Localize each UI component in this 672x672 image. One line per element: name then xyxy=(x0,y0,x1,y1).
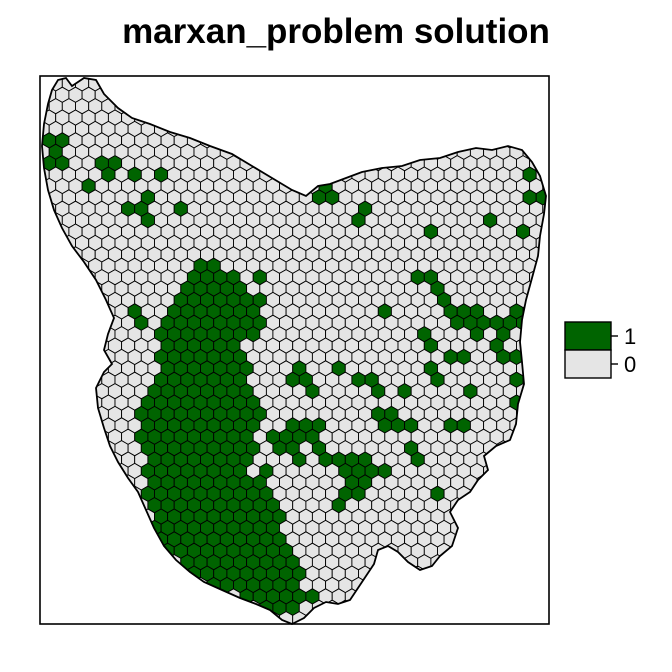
planning-unit-hex xyxy=(246,622,261,624)
planning-unit-hex xyxy=(101,622,116,624)
planning-unit-hex xyxy=(259,622,274,624)
planning-unit-hex xyxy=(325,622,340,624)
planning-unit-hex xyxy=(377,622,392,624)
planning-unit-hex xyxy=(154,622,169,624)
legend-label-unselected: 0 xyxy=(624,352,636,377)
planning-unit-hex xyxy=(549,395,562,410)
legend: 1 0 xyxy=(564,321,636,379)
planning-unit-hex xyxy=(114,622,129,624)
planning-unit-hex xyxy=(272,622,287,624)
planning-unit-hex xyxy=(338,622,353,624)
legend-swatch-selected xyxy=(564,321,612,351)
planning-unit-hex xyxy=(549,623,562,638)
planning-unit-hex xyxy=(549,121,562,136)
planning-unit-hex xyxy=(549,258,562,273)
planning-unit-hex xyxy=(219,622,234,624)
planning-unit-hex xyxy=(549,235,562,250)
planning-unit-hex xyxy=(364,622,379,624)
planning-unit-hex xyxy=(549,532,562,547)
planning-unit-hex xyxy=(549,463,562,478)
planning-unit-hex xyxy=(61,622,76,624)
planning-unit-hex xyxy=(549,349,562,364)
planning-unit-hex xyxy=(298,622,313,624)
planning-unit-hex xyxy=(285,622,300,624)
planning-unit-hex xyxy=(180,622,195,624)
planning-unit-hex xyxy=(233,622,248,624)
planning-unit-hex xyxy=(48,622,63,624)
planning-unit-hex xyxy=(549,418,562,433)
legend-swatch-unselected xyxy=(564,349,612,379)
planning-unit-hex xyxy=(140,622,155,624)
planning-unit-hex xyxy=(549,486,562,501)
planning-unit-hex xyxy=(404,622,419,624)
planning-unit-hex xyxy=(127,622,142,624)
planning-unit-hex xyxy=(42,622,50,624)
planning-unit-hex xyxy=(456,622,471,624)
planning-unit-hex xyxy=(549,190,562,205)
planning-unit-hex xyxy=(509,622,524,624)
plot-title: marxan_problem solution xyxy=(122,12,550,51)
planning-unit-hex xyxy=(167,622,182,624)
planning-unit-hex xyxy=(522,622,537,624)
planning-unit-hex xyxy=(549,76,562,91)
planning-unit-hex xyxy=(351,622,366,624)
planning-unit-hex xyxy=(443,622,458,624)
planning-unit-hex xyxy=(549,372,562,387)
planning-unit-hex xyxy=(549,144,562,159)
planning-unit-hex xyxy=(549,327,562,342)
planning-unit-hex xyxy=(430,622,445,624)
planning-unit-hex xyxy=(417,622,432,624)
planning-unit-hex xyxy=(496,622,511,624)
planning-unit-hex xyxy=(535,622,546,624)
planning-unit-hex xyxy=(549,555,562,570)
planning-unit-hex xyxy=(75,622,90,624)
planning-unit-hex xyxy=(549,281,562,296)
planning-unit-hex xyxy=(88,622,103,624)
legend-label-selected: 1 xyxy=(624,324,636,349)
planning-unit-hex xyxy=(549,509,562,524)
planning-unit-hex xyxy=(549,304,562,319)
planning-unit-hex xyxy=(206,622,221,624)
planning-unit-hex xyxy=(549,167,562,182)
planning-unit-hex xyxy=(549,213,562,228)
planning-unit-hex xyxy=(549,577,562,592)
planning-unit-hex xyxy=(549,441,562,456)
planning-unit-hex xyxy=(193,622,208,624)
planning-unit-hex xyxy=(311,622,327,624)
planning-unit-hex xyxy=(390,622,406,624)
planning-unit-hex xyxy=(469,622,485,624)
planning-unit-hex xyxy=(483,622,498,624)
planning-unit-hex xyxy=(549,99,562,114)
planning-unit-hex xyxy=(549,600,562,615)
